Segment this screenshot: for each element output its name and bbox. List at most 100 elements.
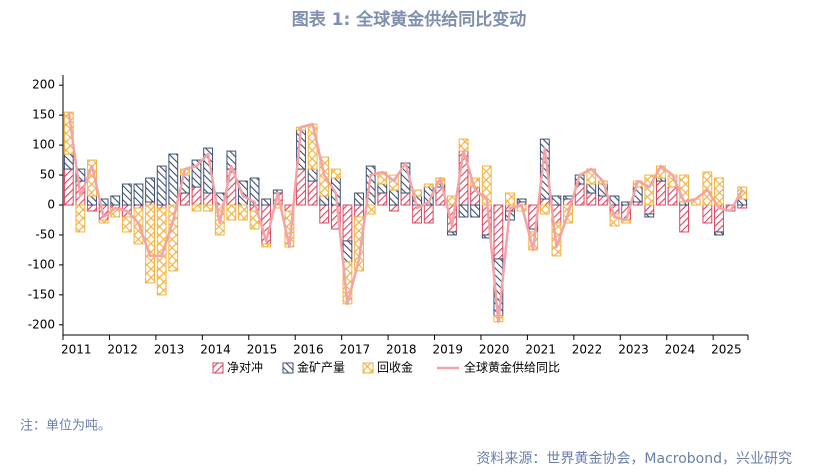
legend-label: 回收金 [377,360,413,375]
bar [203,147,214,194]
bar [261,243,272,248]
bar [563,195,573,200]
bar [63,168,74,206]
x-tick-label: 2014 [200,343,231,357]
x-tick-label: 2011 [61,343,92,357]
x-tick-label: 2022 [572,343,603,357]
bar [354,204,364,218]
bar [714,231,724,236]
bar [87,204,97,212]
x-tick-label: 2020 [479,343,510,357]
bar [458,204,469,218]
bar [737,198,748,206]
bar [156,207,167,296]
bar [307,168,318,182]
bar [679,204,690,233]
x-tick-label: 2013 [154,343,185,357]
y-tick-label: 100 [32,138,55,152]
bar [191,159,202,188]
bar [656,180,666,206]
bar [168,204,179,272]
bar [551,195,562,206]
bar [458,138,469,152]
y-tick-label: -100 [28,257,55,271]
x-tick-label: 2015 [247,343,278,357]
bar [261,198,272,206]
y-tick-label: -200 [28,317,55,331]
x-tick-label: 2019 [432,343,463,357]
bar [586,183,597,194]
x-tick-label: 2024 [665,343,696,357]
bar [423,204,434,224]
bar [423,183,434,188]
bar [714,177,724,206]
legend-label: 全球黄金供给同比 [464,360,560,375]
bar [133,183,144,206]
bar [597,195,608,206]
bar [586,192,597,206]
bar [63,153,74,170]
bar [319,204,330,224]
legend-swatch [212,362,224,374]
bar [644,204,655,215]
legend-label: 金矿产量 [297,360,345,375]
bar [516,198,527,203]
bar [470,204,481,218]
x-tick-label: 2018 [386,343,417,357]
line [67,111,744,324]
bar [168,153,179,206]
bar [354,216,364,272]
bar [121,183,132,206]
y-tick-label: 150 [32,108,55,122]
legend-swatch [282,362,294,374]
bar [110,195,121,206]
bar [203,192,214,206]
y-tick-label: 50 [40,168,55,182]
bar [145,177,155,203]
bar [203,204,214,212]
bar [121,216,132,233]
bar [400,192,411,206]
y-tick-label: -150 [28,287,55,301]
y-tick-label: 0 [47,198,55,212]
x-tick-label: 2016 [293,343,324,357]
bar [667,186,678,206]
bar [75,168,86,182]
bar [644,174,655,206]
bar [238,204,248,221]
bar [330,168,341,179]
bar [505,192,515,206]
bar [307,180,318,206]
bar [388,189,399,206]
bar [388,174,399,191]
bar [179,192,190,206]
bar [98,219,109,224]
bar [737,186,748,200]
bar [388,204,399,212]
bar [644,213,655,218]
bar [319,195,330,206]
x-tick-label: 2025 [711,343,742,357]
bar [191,204,202,212]
bar [702,204,713,224]
note: 注：单位为吨。 [20,419,111,434]
bar [156,165,167,206]
bar [226,204,237,221]
bar [342,240,353,263]
bar [307,123,318,170]
bar [191,186,202,206]
bar [296,168,306,206]
source: 资料来源：世界黄金协会，Macrobond，兴业研究 [476,450,792,467]
bar [87,195,97,206]
x-tick-label: 2017 [340,343,371,357]
y-tick-label: -50 [35,227,55,241]
bar [447,231,457,236]
bar [75,204,86,233]
chart-title: 图表 1: 全球黄金供给同比变动 [292,9,526,30]
bar [539,138,550,200]
x-tick-label: 2021 [525,343,556,357]
bar [621,201,632,206]
bar [377,192,388,206]
bar [539,198,550,206]
